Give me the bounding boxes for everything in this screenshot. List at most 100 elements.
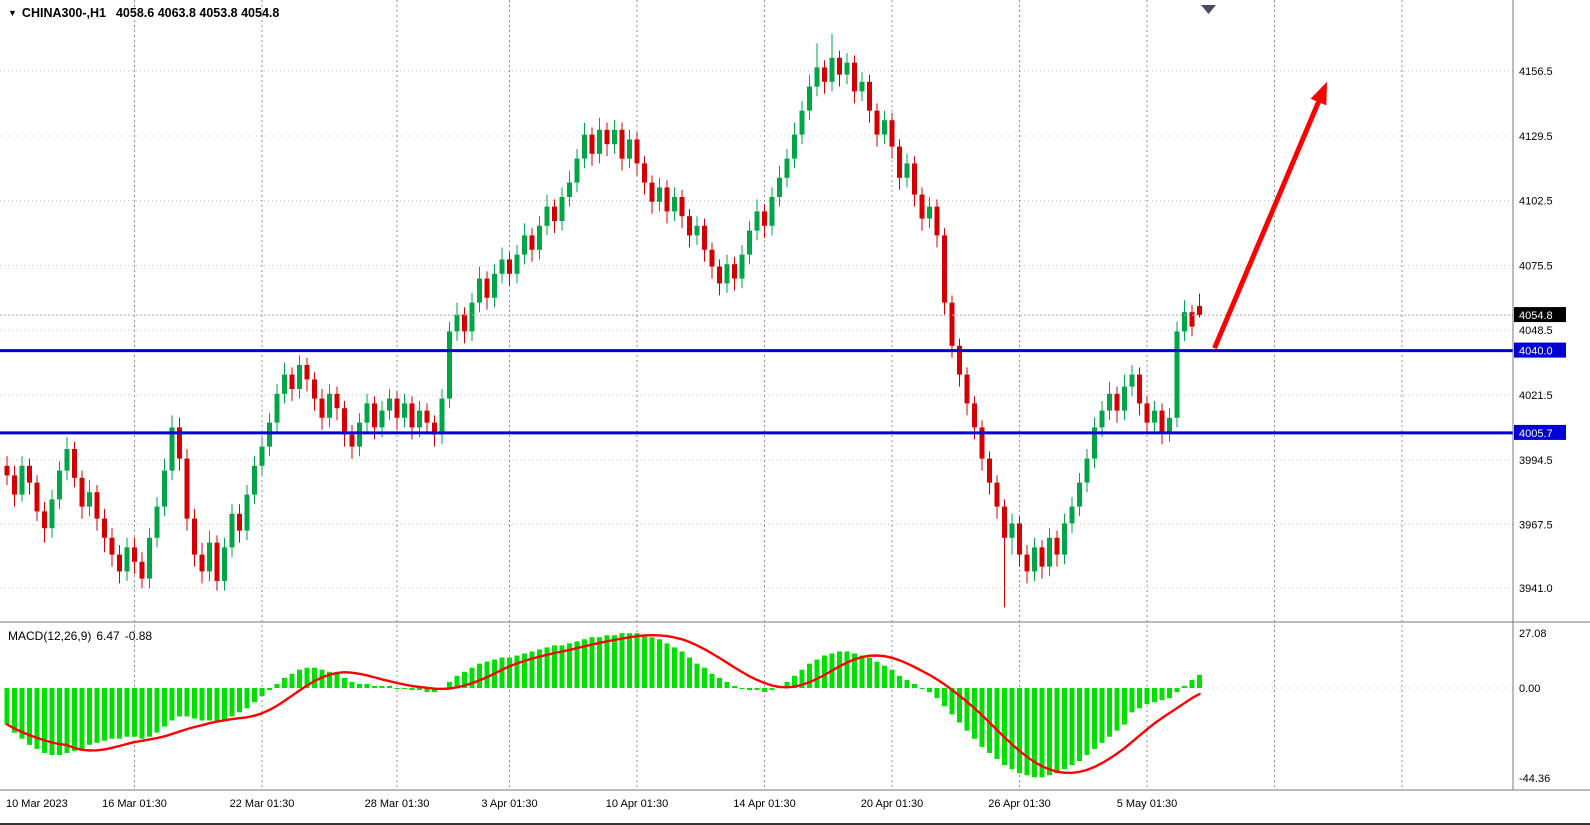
macd-histogram-bar [979, 688, 985, 747]
macd-histogram-bar [627, 633, 632, 688]
macd-histogram-bar [462, 671, 467, 688]
time-tick-label: 14 Apr 01:30 [733, 798, 795, 810]
candle-body [1174, 331, 1180, 418]
macd-histogram-bar [1182, 685, 1187, 688]
candle-body [432, 422, 437, 435]
macd-histogram-bar [379, 685, 385, 688]
candle-body [754, 211, 760, 231]
macd-histogram-bar [784, 681, 790, 688]
candle-body [762, 211, 767, 226]
macd-histogram-bar [529, 651, 535, 688]
macd-histogram-bar [852, 653, 857, 688]
macd-histogram-bar [972, 688, 977, 739]
price-tick-label: 3967.5 [1519, 520, 1553, 532]
macd-histogram-bar [769, 688, 775, 691]
chart-header: ▼ CHINA300-,H1 4058.6 4063.8 4053.8 4054.8 [8, 6, 279, 20]
candle-body [664, 187, 670, 212]
macd-histogram-bar [222, 688, 227, 721]
candlesticks [4, 33, 1202, 608]
price-tick-label: 4048.5 [1519, 325, 1553, 337]
macd-histogram-bar [822, 655, 827, 688]
macd-histogram-bar [207, 688, 212, 721]
candle-body [364, 403, 370, 423]
macd-histogram-bar [342, 677, 347, 688]
candle-body [259, 446, 265, 466]
candle-body [919, 194, 925, 219]
macd-histogram-bar [357, 683, 362, 688]
price-scale[interactable]: 4156.5 4129.5 4102.5 4075.5 4048.5 4021.5 3994… [1514, 66, 1566, 785]
macd-histogram-bar [964, 688, 970, 731]
candle-body [1167, 417, 1172, 433]
candle-body [1122, 386, 1127, 411]
candle-body [822, 67, 827, 82]
candle-body [897, 146, 902, 178]
candle-body [57, 470, 62, 500]
macd-histogram-bar [1092, 688, 1097, 749]
candle-body [657, 187, 662, 202]
candle-body [207, 542, 212, 572]
macd-histogram-bar [747, 688, 752, 691]
macd-histogram-bar [1062, 688, 1067, 770]
candle-body [792, 134, 797, 159]
macd-signal-line [5, 634, 1201, 774]
time-scale[interactable]: 10 Mar 2023 16 Mar 01:30 22 Mar 01:30 28 Ma… [6, 798, 1177, 810]
macd-histogram-bar [649, 637, 655, 688]
level-price-badge-text: 4040.0 [1519, 346, 1553, 358]
price-tick-label: 4129.5 [1519, 131, 1553, 143]
candle-body [132, 547, 137, 562]
macd-histogram-bar [507, 657, 512, 688]
macd-histogram-bar [987, 688, 992, 753]
macd-histogram-bar [477, 663, 482, 688]
macd-histogram-bar [282, 677, 287, 688]
macd-histogram-bar [514, 655, 520, 688]
time-tick-label: 3 Apr 01:30 [481, 798, 537, 810]
candle-body [739, 254, 745, 279]
chart-shift-marker-icon[interactable] [1201, 5, 1216, 14]
macd-histogram-bar [49, 688, 55, 755]
macd-histogram-bar [109, 688, 115, 739]
macd-histogram-bar [394, 688, 400, 689]
time-tick-label: 5 May 01:30 [1117, 798, 1178, 810]
candle-body [402, 403, 407, 418]
macd-histogram-bar [889, 669, 895, 688]
macd-histogram-bar [259, 688, 265, 697]
macd-histogram-bar [897, 675, 902, 688]
candle-body [34, 482, 40, 512]
symbol-marker-icon: ▼ [8, 8, 17, 18]
candle-body [979, 427, 985, 459]
macd-histogram-bar [994, 688, 1000, 760]
macd-histogram-bar [57, 688, 62, 755]
macd-histogram-bar [957, 688, 962, 723]
macd-histogram-bar [867, 657, 872, 688]
candle-body [342, 408, 347, 435]
candle-body [214, 542, 220, 581]
macd-histogram-bar [612, 635, 617, 688]
candle-body [102, 518, 107, 538]
candle-body [829, 57, 835, 82]
candle-body [574, 158, 580, 183]
macd-histogram-bar [672, 647, 677, 688]
candle-body [1129, 374, 1135, 387]
macd-histogram-bar [417, 688, 422, 691]
macd-histogram-bar [694, 663, 700, 688]
candle-body [484, 278, 490, 298]
macd-name: MACD(12,26,9) [8, 629, 92, 643]
candle-body [1077, 482, 1082, 507]
trend-arrow-shaft[interactable] [1212, 101, 1321, 350]
candle-body [889, 120, 895, 147]
macd-histogram-bar [642, 635, 647, 688]
macd-histogram-bar [304, 667, 310, 688]
level-price-badge [1514, 342, 1566, 358]
candle-body [927, 206, 932, 219]
macd-histogram-bar [372, 685, 377, 688]
time-tick-label: 16 Mar 01:30 [102, 798, 167, 810]
macd-histogram-bar [574, 641, 580, 688]
macd-histogram-bar [1174, 688, 1180, 693]
candle-body [1002, 506, 1007, 538]
candle-body [634, 139, 640, 164]
macd-histogram-bar [949, 688, 955, 715]
macd-histogram-bar [79, 688, 85, 749]
macd-histogram-bar [19, 688, 25, 739]
macd-histogram-bar [184, 688, 190, 717]
